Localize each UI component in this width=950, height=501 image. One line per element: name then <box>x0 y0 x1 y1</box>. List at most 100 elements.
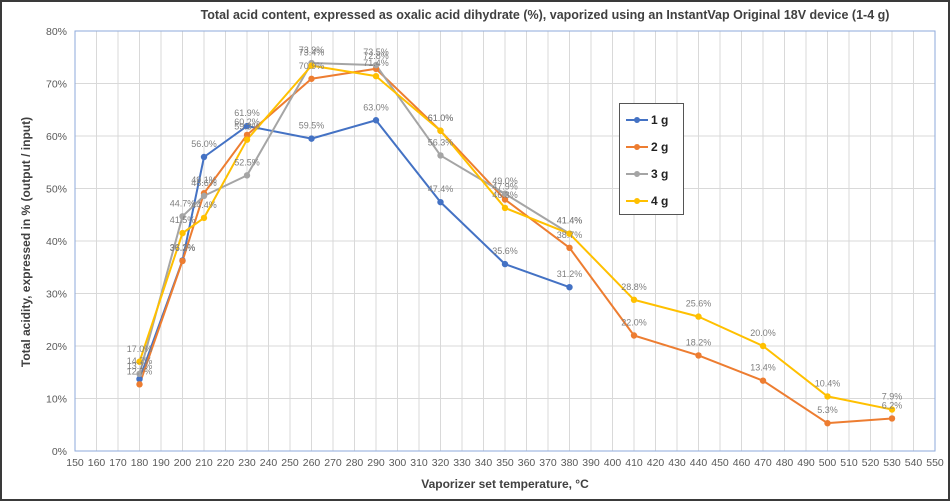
data-label: 41.4% <box>557 216 583 226</box>
data-point <box>501 204 509 212</box>
x-tick-label: 540 <box>905 457 923 469</box>
data-label: 14.7% <box>127 356 153 366</box>
x-tick-label: 480 <box>776 457 794 469</box>
data-label: 47.4% <box>428 184 454 194</box>
data-label: 52.5% <box>234 157 260 167</box>
x-tick-label: 370 <box>539 457 557 469</box>
x-tick-label: 170 <box>109 457 127 469</box>
x-tick-label: 410 <box>625 457 643 469</box>
data-point <box>630 332 638 339</box>
data-point <box>372 117 380 124</box>
axes <box>74 30 936 452</box>
data-label: 60.2% <box>234 117 260 127</box>
y-tick-label: 30% <box>46 289 67 301</box>
x-tick-label: 420 <box>647 457 665 469</box>
y-tick-label: 40% <box>46 236 67 248</box>
x-tick-label: 360 <box>518 457 536 469</box>
data-point <box>695 313 702 320</box>
data-label: 61.0% <box>428 113 454 123</box>
x-tick-label: 150 <box>66 457 84 469</box>
chart-title: Total acid content, expressed as oxalic … <box>200 8 890 22</box>
legend-swatch-2g <box>626 144 648 150</box>
y-tick-label: 0% <box>52 446 67 458</box>
x-tick-label: 470 <box>754 457 772 469</box>
data-point <box>888 415 896 422</box>
data-label: 48.6% <box>191 178 217 188</box>
tick-labels: 150 160 170 180 190 200 210 220 230 240 250 260 270 2… <box>46 26 944 469</box>
x-tick-label: 240 <box>260 457 278 469</box>
x-tick-label: 490 <box>797 457 815 469</box>
data-point <box>437 127 444 134</box>
data-label: 56.0% <box>191 139 217 149</box>
data-label: 5.3% <box>817 405 838 415</box>
data-point <box>200 153 208 161</box>
data-point <box>200 214 208 222</box>
x-tick-label: 260 <box>303 457 321 469</box>
data-label: 20.0% <box>750 328 776 338</box>
data-label: 17.0% <box>127 344 153 354</box>
x-tick-label: 350 <box>496 457 514 469</box>
x-tick-label: 210 <box>195 457 213 469</box>
x-axis-label: Vaporizer set temperature, °C <box>421 477 589 491</box>
data-label: 22.0% <box>621 318 647 328</box>
data-label: 46.3% <box>492 190 518 200</box>
legend-item-3g[interactable]: 3 g <box>626 167 668 181</box>
data-label: 36.3% <box>170 242 196 252</box>
data-point <box>695 352 702 359</box>
x-tick-label: 500 <box>819 457 837 469</box>
data-point <box>824 393 831 400</box>
x-tick-label: 390 <box>582 457 600 469</box>
x-tick-label: 530 <box>883 457 901 469</box>
data-label: 25.6% <box>686 299 712 309</box>
x-tick-label: 310 <box>410 457 428 469</box>
data-label: 73.5% <box>363 47 389 57</box>
data-label: 31.2% <box>557 269 583 279</box>
data-label: 59.5% <box>299 121 325 131</box>
y-tick-label: 60% <box>46 131 67 143</box>
data-point <box>566 244 573 252</box>
data-point <box>501 196 509 203</box>
data-point <box>372 72 380 80</box>
data-point <box>630 296 638 303</box>
y-tick-label: 80% <box>46 26 67 38</box>
data-point <box>308 135 315 142</box>
legend-label: 1 g <box>651 113 669 127</box>
data-point <box>136 370 143 378</box>
data-point <box>759 342 767 350</box>
data-label: 10.4% <box>815 378 841 388</box>
data-label: 71.4% <box>363 58 389 68</box>
data-label: 6.2% <box>882 400 903 410</box>
plot-border <box>74 30 936 452</box>
x-tick-label: 440 <box>690 457 708 469</box>
data-label: 59.3% <box>234 122 260 132</box>
legend-label: 4 g <box>651 194 669 208</box>
data-label: 36.2% <box>170 243 196 253</box>
x-tick-label: 380 <box>561 457 579 469</box>
x-tick-label: 320 <box>432 457 450 469</box>
data-point <box>372 61 380 69</box>
legend-item-4g[interactable]: 4 g <box>626 194 668 208</box>
x-tick-label: 520 <box>862 457 880 469</box>
data-label: 49.0% <box>492 176 518 186</box>
legend-swatch-4g <box>626 198 648 204</box>
legend-swatch-3g <box>626 171 648 177</box>
data-label: 13.7% <box>127 361 153 371</box>
data-label: 41.5% <box>170 215 196 225</box>
data-label: 72.8% <box>363 51 389 61</box>
legend-label: 3 g <box>651 167 669 181</box>
data-label: 61.9% <box>234 108 260 118</box>
data-label: 73.9% <box>299 45 325 55</box>
legend-item-1g[interactable]: 1 g <box>626 113 668 127</box>
x-tick-label: 290 <box>367 457 385 469</box>
legend-item-2g[interactable]: 2 g <box>626 140 668 154</box>
legend-swatch-1g <box>626 117 648 123</box>
data-point <box>179 229 186 237</box>
y-tick-label: 70% <box>46 79 67 91</box>
data-label: 13.4% <box>750 363 776 373</box>
y-tick-label: 10% <box>46 394 67 406</box>
data-point <box>243 122 251 130</box>
data-label: 44.7% <box>170 198 196 208</box>
data-point <box>243 131 251 139</box>
x-tick-label: 200 <box>174 457 192 469</box>
